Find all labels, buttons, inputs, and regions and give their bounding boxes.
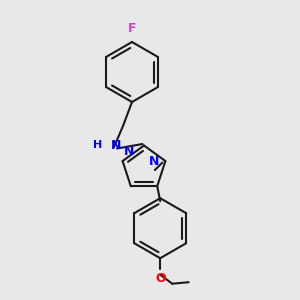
Text: N: N xyxy=(124,145,134,158)
Text: N: N xyxy=(148,154,159,167)
Text: H: H xyxy=(93,140,102,151)
Text: O: O xyxy=(155,272,166,285)
Text: N: N xyxy=(111,139,122,152)
Text: F: F xyxy=(128,22,136,34)
